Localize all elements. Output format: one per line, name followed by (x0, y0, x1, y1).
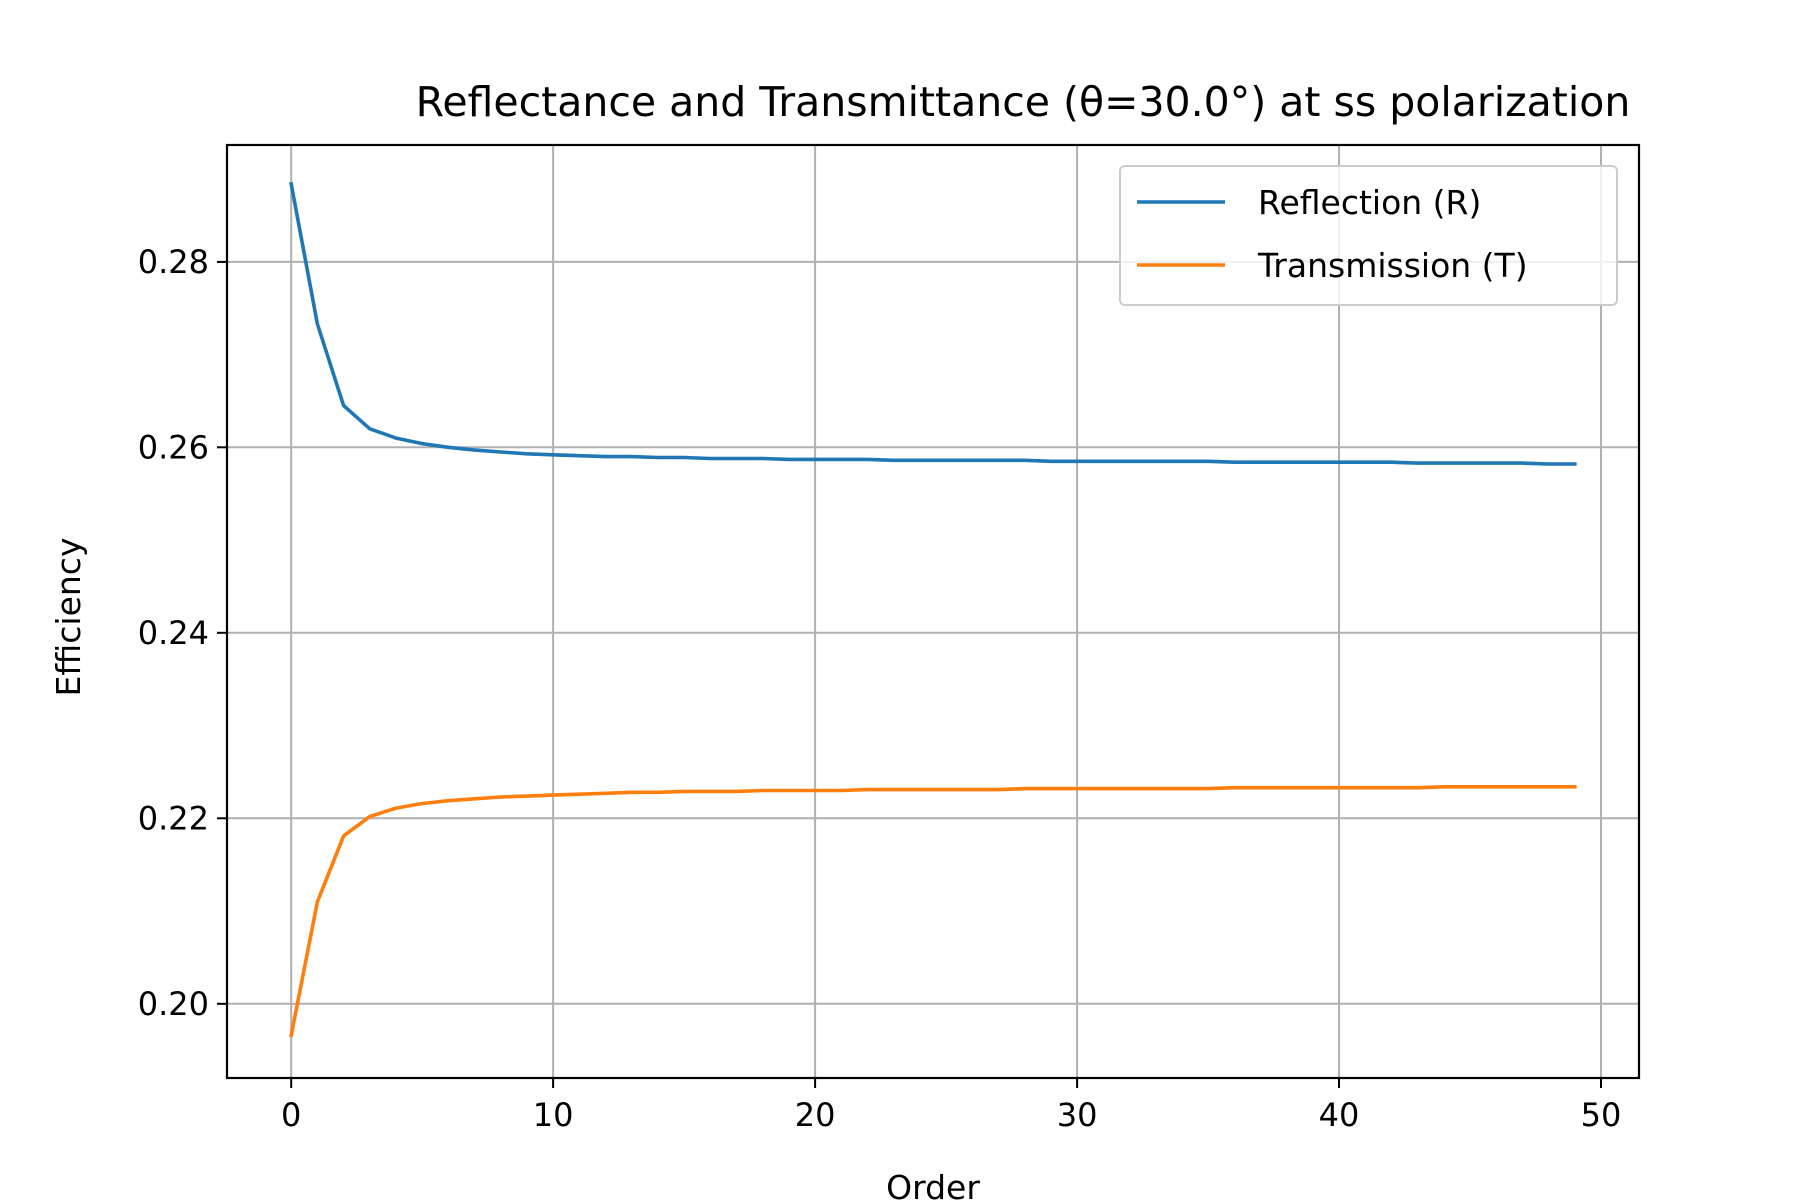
series-lines (289, 181, 1577, 1038)
y-tick-label: 0.20 (138, 985, 209, 1023)
x-tick-label: 20 (795, 1096, 836, 1134)
legend-label-transmission: Transmission (T) (1257, 246, 1528, 285)
x-tick-label: 30 (1057, 1096, 1098, 1134)
legend: Reflection (R) Transmission (T) (1119, 165, 1618, 306)
y-tick-label: 0.24 (138, 614, 209, 652)
x-axis-label: Order (886, 1168, 980, 1200)
x-tick-label: 10 (533, 1096, 574, 1134)
x-tick-label: 40 (1319, 1096, 1360, 1134)
y-axis-label: Efficiency (49, 538, 88, 697)
x-tick-label: 0 (281, 1096, 301, 1134)
series-line-reflection (289, 181, 1577, 466)
plot-frame (225, 143, 1641, 1080)
y-tick-label: 0.26 (138, 428, 209, 466)
chart-title: Reflectance and Transmittance (θ=30.0°) … (416, 78, 1631, 126)
y-tick-label: 0.28 (138, 243, 209, 281)
x-tick-label: 50 (1581, 1096, 1622, 1134)
y-axis: 0.20 0.22 0.24 0.26 0.28 (138, 243, 227, 1023)
legend-label-reflection: Reflection (R) (1258, 183, 1481, 222)
y-tick-label: 0.22 (138, 799, 209, 837)
series-line-transmission (289, 784, 1577, 1038)
legend-box (1119, 165, 1618, 306)
x-axis: 0 10 20 30 40 50 (281, 1078, 1621, 1134)
